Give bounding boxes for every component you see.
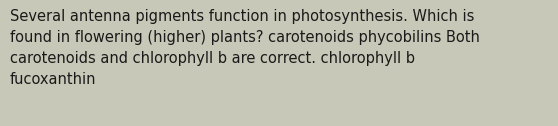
Text: Several antenna pigments function in photosynthesis. Which is
found in flowering: Several antenna pigments function in pho… [10,9,480,87]
